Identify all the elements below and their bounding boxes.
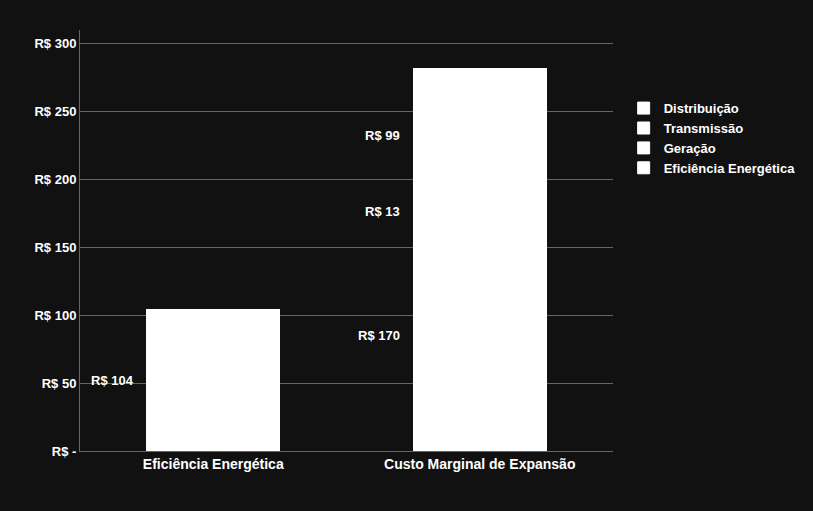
- svg-text:Eficiência Energética: Eficiência Energética: [664, 161, 796, 176]
- svg-text:R$ 104: R$ 104: [91, 373, 134, 388]
- svg-text:Geração: Geração: [664, 141, 716, 156]
- svg-text:R$ 300: R$ 300: [34, 36, 76, 51]
- svg-text:R$ 100: R$ 100: [34, 308, 76, 323]
- svg-text:R$ -: R$ -: [52, 444, 77, 459]
- svg-text:Eficiência Energética: Eficiência Energética: [143, 456, 284, 472]
- svg-text:R$ 50: R$ 50: [42, 376, 77, 391]
- svg-text:Distribuição: Distribuição: [664, 101, 739, 116]
- svg-text:R$ 200: R$ 200: [34, 172, 76, 187]
- svg-text:Transmissão: Transmissão: [664, 121, 744, 136]
- svg-text:R$ 13: R$ 13: [365, 204, 400, 219]
- svg-text:R$ 150: R$ 150: [34, 240, 76, 255]
- svg-text:R$ 170: R$ 170: [358, 328, 400, 343]
- svg-text:Custo Marginal de Expansão: Custo Marginal de Expansão: [384, 456, 575, 472]
- svg-text:R$ 99: R$ 99: [365, 128, 400, 143]
- svg-text:R$ 250: R$ 250: [34, 104, 76, 119]
